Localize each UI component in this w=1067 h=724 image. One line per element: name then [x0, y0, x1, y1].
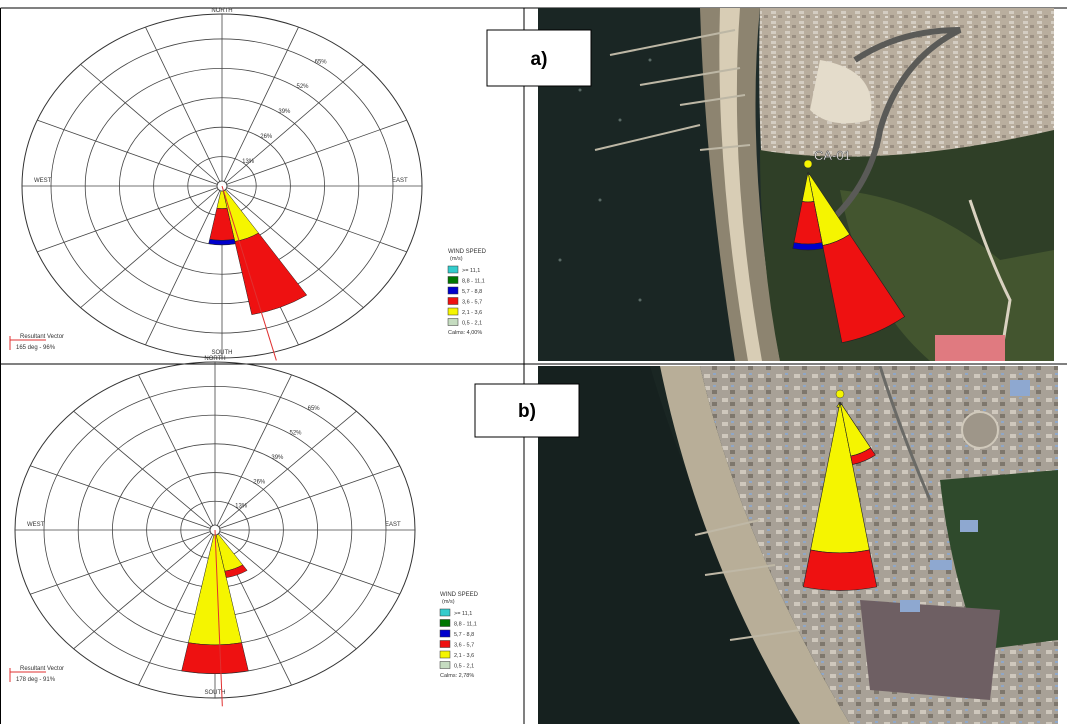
- rose-spoke: [80, 64, 223, 187]
- legend-swatch: [447, 276, 459, 284]
- radial-tick-label: 26%: [253, 479, 266, 485]
- petal-segment: [188, 531, 242, 646]
- legend-entry-label: 3,6 - 5,7: [454, 643, 474, 649]
- legend-unit: (m/s): [442, 599, 455, 605]
- compass-east: EAST: [385, 522, 401, 528]
- legend-swatch: [447, 318, 459, 326]
- panel-label-b: b): [518, 401, 536, 422]
- legend-swatch: [439, 650, 451, 659]
- legend-swatch: [447, 307, 459, 316]
- resultant-vector-line: [221, 185, 277, 361]
- petal-segment: [234, 232, 308, 315]
- radial-tick-label: 65%: [308, 406, 321, 412]
- resultant-vector-value: 165 deg - 96%: [16, 345, 56, 351]
- rose-spoke: [73, 410, 216, 531]
- satellite-image-a: CA-01: [538, 8, 1054, 361]
- legend-swatch: [439, 619, 451, 627]
- legend-swatch: [439, 608, 451, 617]
- rose-spoke: [145, 185, 223, 346]
- rose-spoke: [221, 185, 407, 253]
- radial-tick-label: 13%: [242, 159, 255, 165]
- legend-entry-label: 3,6 - 5,7: [462, 300, 482, 306]
- satellite-image-b: [538, 366, 1058, 724]
- legend-calms: Calms: 2,78%: [440, 673, 474, 679]
- compass-south: SOUTH: [212, 350, 233, 356]
- rose-spoke: [30, 529, 216, 595]
- panel-label-b-box: b): [474, 383, 580, 438]
- legend-entry-label: 2,1 - 3,6: [454, 653, 474, 659]
- radial-tick-label: 39%: [278, 109, 291, 115]
- overlay-petal-segment: [836, 401, 841, 409]
- rose-spoke: [221, 185, 364, 308]
- radial-tick-label: 13%: [235, 504, 248, 510]
- compass-south: SOUTH: [205, 690, 226, 696]
- legend-entry-label: 8,8 - 11,1: [462, 279, 485, 285]
- compass-west: WEST: [27, 522, 45, 528]
- rose-spoke: [138, 529, 216, 686]
- rose-spoke: [73, 529, 216, 650]
- legend-swatch: [447, 286, 459, 295]
- rose-spoke: [37, 185, 223, 253]
- panel-label-a: a): [531, 49, 548, 70]
- legend-swatch: [439, 661, 451, 669]
- legend-entry-label: 8,8 - 11,1: [454, 622, 477, 628]
- resultant-vector-title: Resultant Vector: [20, 666, 64, 672]
- legend-title: WIND SPEED: [448, 249, 487, 255]
- legend-entry-label: 5,7 - 8,8: [462, 289, 482, 295]
- rose-spoke: [214, 529, 400, 595]
- petal-segment: [181, 642, 249, 674]
- resultant-vector-line: [214, 529, 223, 707]
- legend-entry-label: 5,7 - 8,8: [454, 632, 474, 638]
- legend-swatch: [447, 265, 459, 274]
- site-marker-icon: [803, 159, 813, 169]
- legend-entry-label: 0,5 - 2,1: [462, 321, 482, 327]
- legend-entry-label: >= 11,1: [454, 611, 472, 617]
- rose-spoke: [221, 119, 407, 187]
- legend-entry-label: 2,1 - 3,6: [462, 310, 482, 316]
- rose-spoke: [80, 185, 223, 308]
- legend-swatch: [439, 640, 451, 648]
- resultant-vector-title: Resultant Vector: [20, 334, 64, 340]
- compass-north: NORTH: [204, 356, 225, 362]
- site-label-ca01: CA-01: [814, 148, 851, 163]
- legend-title: WIND SPEED: [440, 592, 479, 598]
- radial-tick-label: 65%: [315, 59, 328, 65]
- legend-swatch: [439, 629, 451, 638]
- overlay-petal-segment: [802, 549, 878, 591]
- legend-entry-label: 0,5 - 2,1: [454, 664, 474, 670]
- rose-spoke: [214, 410, 357, 531]
- rose-spoke: [214, 465, 400, 531]
- rose-spoke: [214, 374, 292, 531]
- rose-spoke: [30, 465, 216, 531]
- overlay-petal-segment: [792, 242, 824, 251]
- wind-rose-b: 13% 26% 39% 52% 65% NORTH SOUTH EAST WEST WIND SP…: [9, 356, 479, 707]
- petal-segment: [208, 238, 236, 246]
- rose-spoke: [37, 119, 223, 187]
- petal-segment: [224, 564, 248, 578]
- panel-label-a-box: a): [486, 29, 592, 87]
- rose-spoke: [221, 26, 299, 187]
- radial-tick-label: 52%: [296, 84, 309, 90]
- resultant-vector-value: 178 deg - 91%: [16, 677, 56, 683]
- legend-entry-label: >= 11,1: [462, 268, 480, 274]
- site-marker-icon: [835, 389, 845, 399]
- compass-north: NORTH: [211, 8, 232, 14]
- overlay-petal-segment: [850, 447, 876, 465]
- rose-spoke: [145, 26, 223, 187]
- radial-tick-label: 39%: [271, 455, 284, 461]
- rose-spoke: [221, 64, 364, 187]
- compass-east: EAST: [392, 178, 408, 184]
- radial-tick-label: 52%: [289, 431, 302, 437]
- legend-unit: (m/s): [450, 256, 463, 262]
- rose-spoke: [214, 529, 357, 650]
- compass-west: WEST: [34, 178, 52, 184]
- rose-spoke: [138, 374, 216, 531]
- legend-swatch: [447, 297, 459, 305]
- radial-tick-label: 26%: [260, 134, 273, 140]
- overlay-petal-segment: [822, 233, 906, 344]
- legend-calms: Calms: 4,00%: [448, 330, 482, 336]
